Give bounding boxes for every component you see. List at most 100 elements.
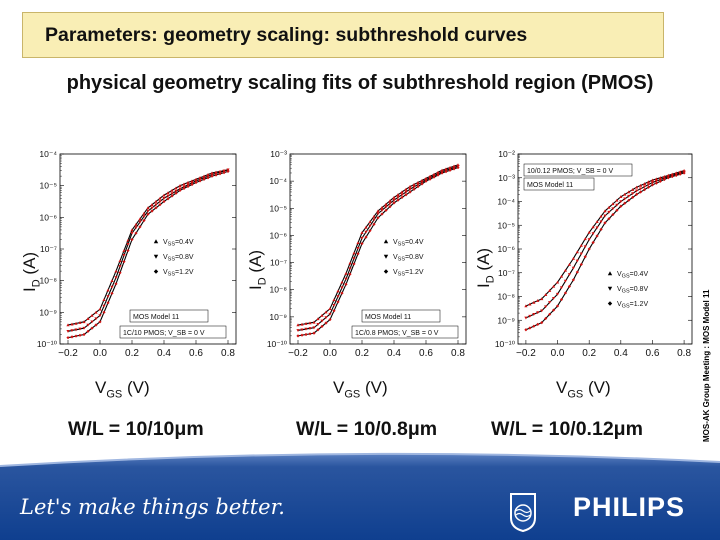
- measured-point: [603, 209, 607, 213]
- measured-point: [106, 295, 110, 299]
- measured-point: [90, 320, 94, 324]
- measured-point: [388, 202, 392, 206]
- annotation-text: 10/0.12 PMOS; V_SB = 0 V: [527, 168, 614, 175]
- measured-point: [396, 198, 400, 202]
- measured-point: [587, 238, 591, 242]
- measured-point: [388, 204, 392, 209]
- measured-point: [615, 208, 619, 213]
- measured-point: [532, 313, 536, 316]
- measured-point: [78, 327, 82, 331]
- measured-point: [591, 232, 595, 236]
- legend-label: VSS=0.8V: [393, 254, 424, 263]
- measured-point: [162, 197, 166, 200]
- measured-point: [548, 312, 552, 316]
- measured-point: [70, 335, 74, 339]
- measured-point: [642, 182, 647, 185]
- measured-point: [368, 220, 372, 224]
- y-tick-label: 10⁻⁹: [497, 315, 515, 325]
- measured-point: [456, 165, 460, 170]
- measured-point: [555, 280, 560, 284]
- panel-label-1: W/L = 10/10μm: [68, 418, 204, 440]
- legend-marker: [153, 269, 159, 274]
- y-tick-label: 10⁻⁷: [40, 244, 57, 254]
- measured-point: [170, 188, 174, 192]
- measured-point: [619, 200, 623, 204]
- measured-point: [130, 237, 134, 242]
- measured-point: [102, 298, 106, 301]
- measured-point: [110, 279, 114, 282]
- measured-point: [70, 322, 74, 326]
- measured-point: [154, 203, 158, 207]
- x-axis-label-2: VGS (V): [333, 378, 388, 401]
- measured-point: [408, 190, 412, 194]
- measured-point: [540, 321, 544, 325]
- slide-title: Parameters: geometry scaling: subthresho…: [45, 24, 528, 46]
- measured-point: [654, 179, 659, 183]
- measured-point: [627, 194, 631, 198]
- measured-point: [332, 309, 336, 313]
- measured-point: [82, 332, 86, 337]
- measured-point: [436, 173, 440, 177]
- legend-marker: [383, 254, 389, 259]
- measured-point: [300, 333, 304, 337]
- measured-point: [174, 189, 178, 193]
- measured-point: [98, 314, 102, 318]
- x-tick-label: 0.4: [614, 348, 628, 359]
- measured-point: [356, 241, 360, 245]
- measured-point: [448, 168, 452, 172]
- measured-point: [571, 278, 575, 282]
- measured-point: [611, 207, 615, 211]
- measured-point: [555, 304, 560, 308]
- measured-point: [603, 221, 607, 225]
- measured-point: [571, 266, 575, 270]
- measured-point: [146, 209, 150, 213]
- y-tick-label: 10⁻⁹: [39, 307, 57, 317]
- measured-point: [182, 186, 186, 191]
- measured-point: [544, 316, 548, 321]
- measured-point: [579, 243, 583, 247]
- measured-point: [118, 271, 122, 275]
- measured-point: [412, 187, 416, 191]
- measured-point: [559, 297, 564, 302]
- y-axis-label-3: ID (A): [474, 247, 497, 288]
- annotation-text: MOS Model 11: [527, 182, 573, 189]
- x-axis-label-3: VGS (V): [556, 378, 611, 401]
- x-tick-label: −0.2: [516, 348, 536, 359]
- philips-shield-icon: [510, 493, 536, 532]
- measured-point: [138, 220, 142, 224]
- measured-point: [559, 286, 564, 290]
- measured-point: [551, 308, 556, 312]
- measured-point: [214, 173, 218, 177]
- measured-point: [384, 208, 388, 212]
- y-tick-label: 10⁻³: [498, 173, 515, 183]
- y-tick-label: 10⁻⁵: [270, 203, 287, 213]
- measured-point: [332, 298, 336, 302]
- legend-marker: [607, 301, 613, 306]
- measured-point: [324, 310, 328, 314]
- measured-point: [536, 311, 540, 315]
- measured-point: [320, 324, 324, 328]
- x-tick-label: 0.4: [157, 348, 171, 359]
- measured-point: [336, 300, 340, 304]
- measured-point: [134, 231, 138, 235]
- measured-point: [380, 212, 384, 216]
- measured-point: [312, 331, 316, 335]
- measured-point: [170, 194, 174, 198]
- measured-point: [348, 267, 352, 271]
- legend-marker: [153, 239, 159, 244]
- measured-point: [308, 332, 312, 336]
- measured-point: [404, 193, 408, 197]
- annotation-box: [523, 177, 595, 191]
- measured-point: [118, 259, 122, 263]
- measured-point: [190, 182, 194, 187]
- measured-point: [631, 192, 635, 196]
- x-tick-label: 0.0: [323, 348, 337, 359]
- measured-point: [524, 316, 528, 320]
- measured-point: [186, 184, 190, 189]
- y-tick-label: 10⁻⁸: [39, 276, 57, 286]
- measured-point: [344, 277, 348, 281]
- measured-point: [611, 212, 615, 217]
- x-tick-label: 0.8: [221, 348, 235, 359]
- measured-point: [82, 326, 86, 330]
- measured-point: [548, 288, 552, 292]
